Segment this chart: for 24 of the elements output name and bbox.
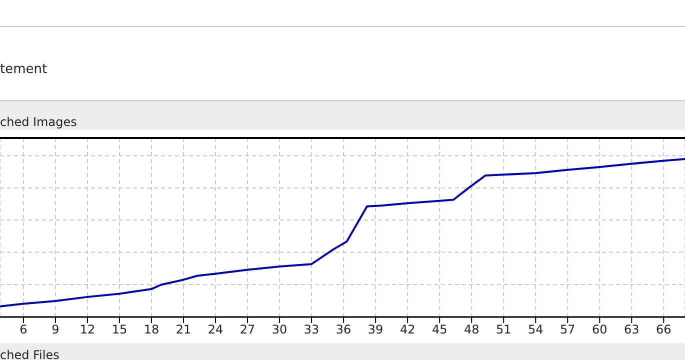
x-tick-label: 21 xyxy=(176,322,192,337)
x-tick-label: 42 xyxy=(400,322,416,337)
x-tick-label: 36 xyxy=(336,322,352,337)
x-tick-label: 60 xyxy=(592,322,608,337)
x-tick-label: 48 xyxy=(464,322,480,337)
x-tick-label: 57 xyxy=(560,322,576,337)
x-tick-label: 6 xyxy=(20,322,28,337)
x-tick-label: 12 xyxy=(80,322,96,337)
x-tick-label: 24 xyxy=(208,322,224,337)
x-tick-label: 18 xyxy=(144,322,160,337)
x-tick-label: 30 xyxy=(272,322,288,337)
text: ched Files xyxy=(0,348,60,360)
x-tick-label: 45 xyxy=(432,322,448,337)
x-tick-label: 33 xyxy=(304,322,320,337)
x-tick-label: 54 xyxy=(528,322,544,337)
x-tick-label: 39 xyxy=(368,322,384,337)
x-tick-label: 66 xyxy=(656,322,672,337)
x-tick-label: 15 xyxy=(112,322,128,337)
x-tick-label: 9 xyxy=(52,322,60,337)
text: tement xyxy=(0,62,48,77)
text: ched Images xyxy=(0,115,77,129)
x-tick-label: 63 xyxy=(624,322,640,337)
x-tick-label: 51 xyxy=(496,322,512,337)
x-tick-label: 27 xyxy=(240,322,256,337)
